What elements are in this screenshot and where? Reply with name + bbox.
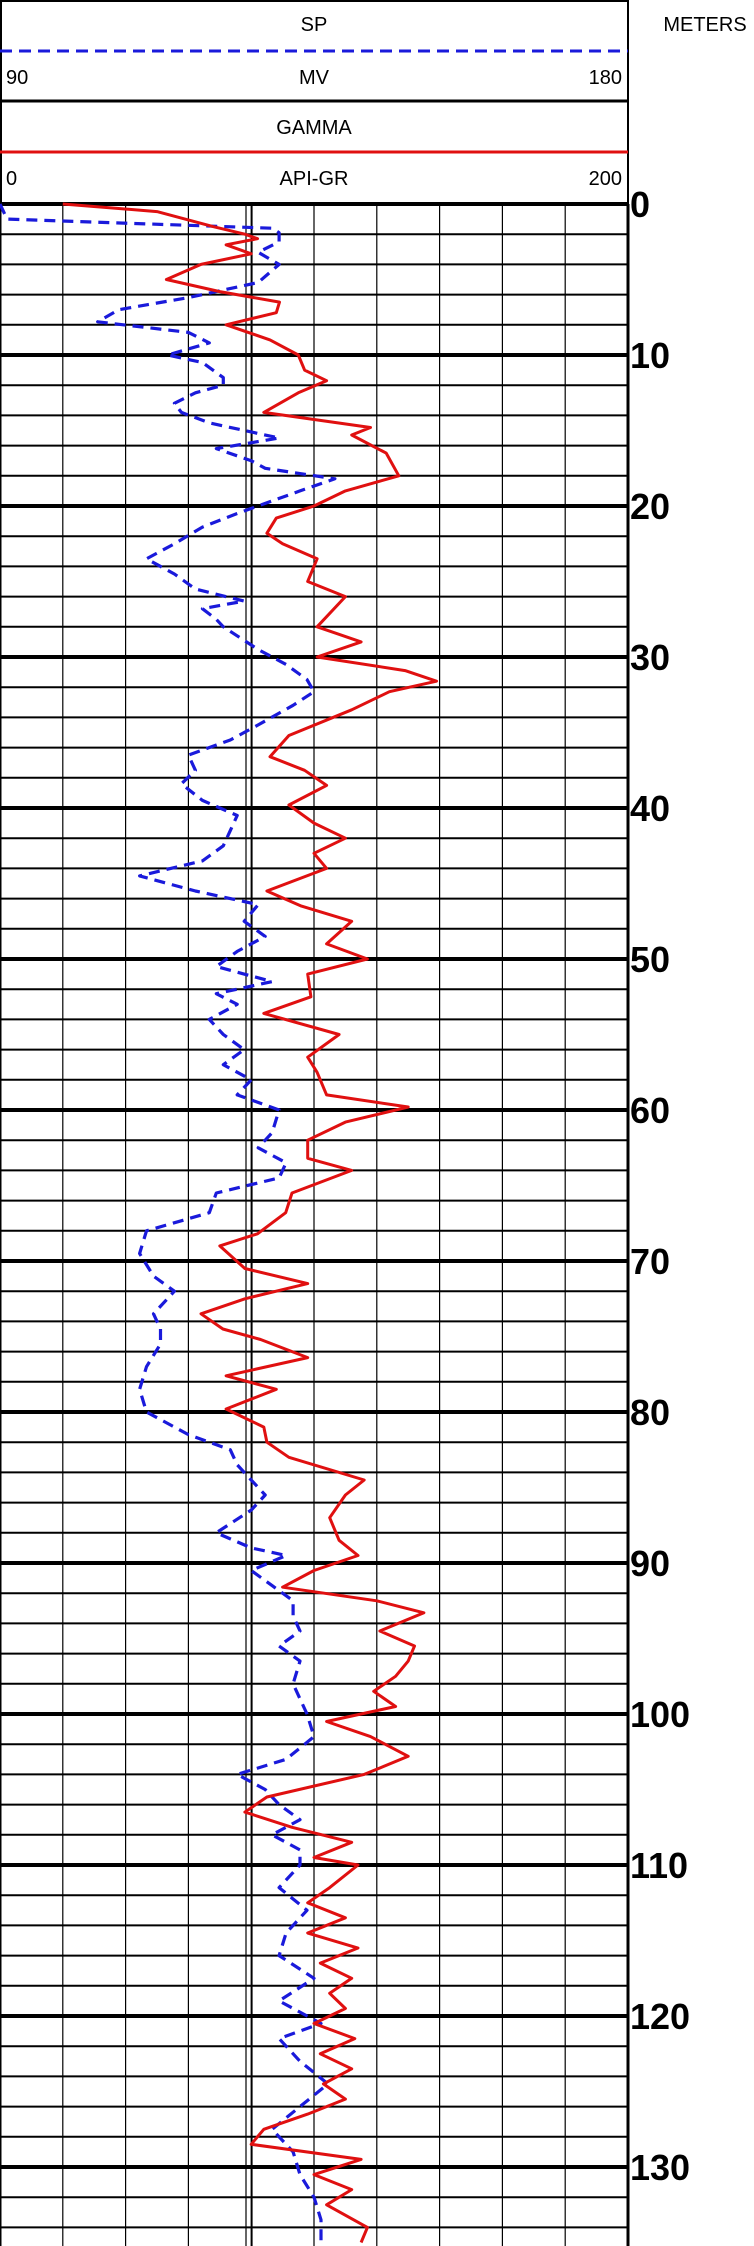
gamma-min-label: 0 [6,168,17,190]
gamma-max-label: 200 [589,168,622,190]
log-grid [0,202,630,2246]
depth-tick-label: 80 [630,1392,670,1433]
depth-tick-label: 90 [630,1543,670,1584]
depth-tick-label: 100 [630,1694,690,1735]
depth-tick-label: 110 [630,1845,688,1886]
sp-unit-label: MV [299,67,330,89]
depth-tick-label: 120 [630,1996,690,2037]
sp-curve [0,203,337,2243]
sp-min-label: 90 [6,67,28,89]
depth-axis: 0 10 20 30 40 50 60 70 80 90 100 110 120 130 [630,184,690,2188]
sp-max-label: 180 [589,67,622,89]
depth-tick-label: 70 [630,1241,670,1282]
gamma-curve [62,202,438,2244]
gamma-title: GAMMA [276,117,352,139]
depth-tick-label: 30 [630,637,670,678]
depth-tick-label: 0 [630,184,650,225]
sp-title: SP [301,14,328,36]
log-header: SP 90 MV 180 GAMMA 0 API-GR 200 METERS [0,0,747,205]
depth-tick-label: 50 [630,939,670,980]
depth-tick-label: 130 [630,2147,690,2188]
gamma-unit-label: API-GR [280,168,349,190]
log-curves [0,202,438,2244]
depth-tick-label: 10 [630,335,670,376]
depth-title: METERS [663,14,746,36]
depth-tick-label: 20 [630,486,670,527]
depth-tick-label: 60 [630,1090,670,1131]
depth-tick-label: 40 [630,788,670,829]
